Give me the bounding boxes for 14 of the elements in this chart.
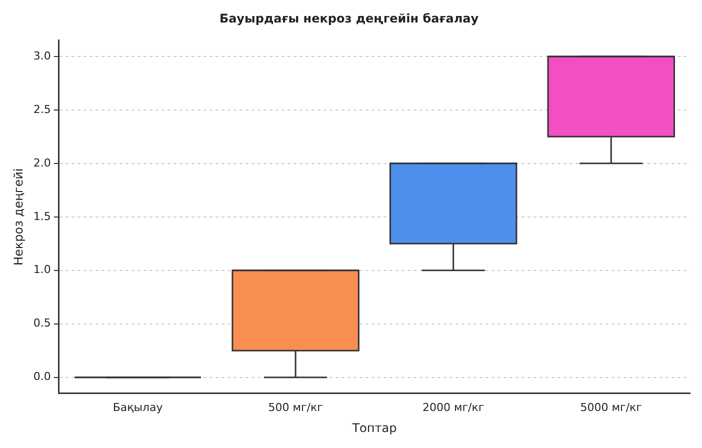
x-tick-label: Бақылау <box>112 400 164 414</box>
y-tick-label: 1.5 <box>33 210 51 223</box>
y-tick-label: 3.0 <box>33 49 51 62</box>
chart-title: Бауырдағы некроз деңгейін бағалау <box>219 11 479 26</box>
x-tick-label: 500 мг/кг <box>268 400 324 414</box>
x-axis-title: Топтар <box>351 420 397 435</box>
y-tick-label: 0.5 <box>33 316 51 330</box>
y-tick-label: 2.0 <box>33 156 51 170</box>
y-tick-label: 1.0 <box>33 263 51 276</box>
x-tick-label: 2000 мг/кг <box>422 400 484 414</box>
y-tick-label: 2.5 <box>33 102 51 116</box>
y-tick-label: 0.0 <box>33 370 51 384</box>
y-axis-title: Некроз деңгейі <box>11 168 26 266</box>
x-tick-label: 5000 мг/кг <box>580 400 642 414</box>
